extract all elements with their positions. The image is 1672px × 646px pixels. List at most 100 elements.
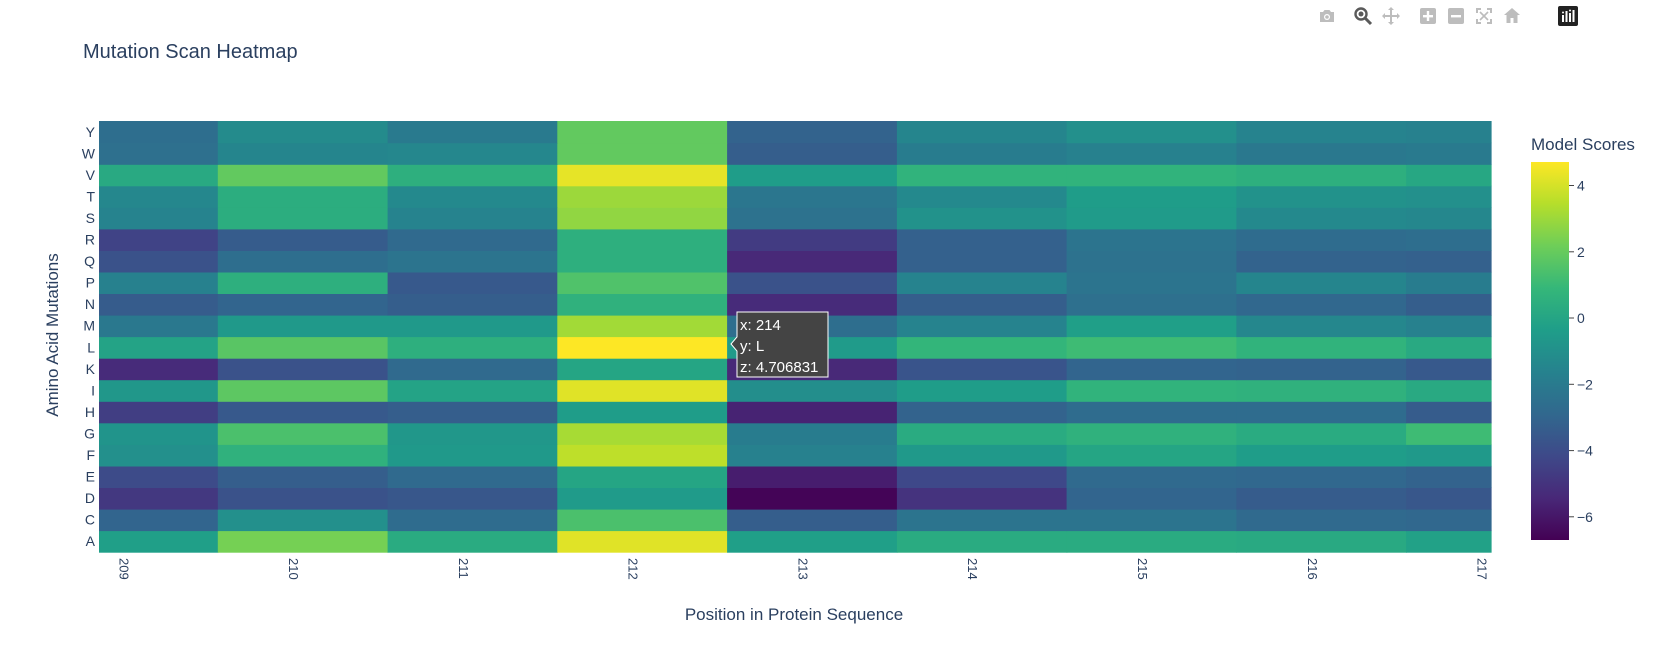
plotly-logo-icon[interactable] — [1556, 4, 1580, 28]
heatmap-cell[interactable] — [896, 228, 1068, 251]
heatmap-cell[interactable] — [1406, 121, 1492, 144]
heatmap-cell[interactable] — [557, 164, 728, 187]
heatmap-cell[interactable] — [896, 444, 1068, 467]
heatmap-cell[interactable] — [1236, 487, 1407, 510]
heatmap-cell[interactable] — [99, 185, 219, 208]
heatmap-cell[interactable] — [896, 185, 1068, 208]
heatmap-cell[interactable] — [896, 250, 1068, 273]
heatmap-cell[interactable] — [557, 271, 728, 294]
heatmap-cell[interactable] — [727, 487, 898, 510]
heatmap-cell[interactable] — [896, 314, 1068, 338]
heatmap-cell[interactable] — [1066, 444, 1237, 467]
heatmap-cell[interactable] — [557, 314, 728, 338]
heatmap-cell[interactable] — [727, 185, 898, 208]
heatmap-cell[interactable] — [217, 142, 389, 165]
heatmap-cell[interactable] — [1236, 444, 1407, 467]
heatmap-cell[interactable] — [896, 142, 1068, 165]
heatmap-cell[interactable] — [1406, 271, 1492, 294]
heatmap-cell[interactable] — [99, 422, 219, 445]
heatmap-cell[interactable] — [896, 358, 1068, 381]
heatmap-cell[interactable] — [99, 164, 219, 187]
heatmap-cell[interactable] — [99, 271, 219, 294]
heatmap-cell[interactable] — [896, 465, 1068, 488]
heatmap-cell[interactable] — [1236, 293, 1407, 316]
heatmap-cell[interactable] — [1066, 465, 1237, 488]
heatmap-cell[interactable] — [1066, 207, 1237, 230]
heatmap-cell[interactable] — [557, 121, 728, 144]
heatmap-cell[interactable] — [387, 121, 558, 144]
heatmap-cell[interactable] — [1236, 314, 1407, 338]
heatmap-cell[interactable] — [99, 121, 219, 144]
heatmap-cell[interactable] — [896, 336, 1068, 359]
heatmap-cell[interactable] — [217, 207, 389, 230]
heatmap-cell[interactable] — [99, 508, 219, 532]
heatmap-cell[interactable] — [896, 487, 1068, 510]
heatmap-cell[interactable] — [1236, 422, 1407, 445]
heatmap-cell[interactable] — [727, 379, 898, 402]
heatmap-cell[interactable] — [217, 185, 389, 208]
heatmap-cell[interactable] — [217, 422, 389, 445]
heatmap-cell[interactable] — [99, 465, 219, 488]
heatmap-cell[interactable] — [387, 422, 558, 445]
heatmap-cell[interactable] — [99, 250, 219, 273]
heatmap-cell[interactable] — [99, 228, 219, 251]
heatmap-cell[interactable] — [99, 336, 219, 359]
heatmap-cell[interactable] — [387, 487, 558, 510]
zoom-icon[interactable] — [1351, 4, 1375, 28]
heatmap-cell[interactable] — [1236, 121, 1407, 144]
heatmap-cell[interactable] — [1236, 142, 1407, 165]
heatmap-cell[interactable] — [1406, 336, 1492, 359]
heatmap-cell[interactable] — [99, 293, 219, 316]
heatmap-cell[interactable] — [1066, 379, 1237, 402]
heatmap-cell[interactable] — [1406, 444, 1492, 467]
heatmap-cell[interactable] — [896, 293, 1068, 316]
heatmap-cell[interactable] — [99, 358, 219, 381]
heatmap-cell[interactable] — [727, 271, 898, 294]
heatmap-cell[interactable] — [387, 164, 558, 187]
heatmap-cell[interactable] — [1066, 142, 1237, 165]
heatmap-cell[interactable] — [217, 271, 389, 294]
heatmap-cell[interactable] — [387, 271, 558, 294]
heatmap-cell[interactable] — [1406, 487, 1492, 510]
heatmap-cell[interactable] — [217, 444, 389, 467]
heatmap-cell[interactable] — [1406, 401, 1492, 424]
heatmap-cell[interactable] — [727, 401, 898, 424]
heatmap-cell[interactable] — [727, 508, 898, 532]
heatmap-cell[interactable] — [1066, 508, 1237, 532]
heatmap-cell[interactable] — [557, 379, 728, 402]
heatmap-cell[interactable] — [217, 530, 389, 553]
heatmap-cell[interactable] — [387, 250, 558, 273]
heatmap-cell[interactable] — [557, 508, 728, 532]
heatmap-cell[interactable] — [1406, 314, 1492, 338]
pan-icon[interactable] — [1379, 4, 1403, 28]
heatmap-cell[interactable] — [1406, 379, 1492, 402]
heatmap-cell[interactable] — [387, 293, 558, 316]
heatmap-cell[interactable] — [896, 121, 1068, 144]
heatmap-cell[interactable] — [1406, 207, 1492, 230]
heatmap-cell[interactable] — [727, 228, 898, 251]
heatmap-cell[interactable] — [1236, 530, 1407, 553]
heatmap-cell[interactable] — [727, 250, 898, 273]
reset-axes-icon[interactable] — [1500, 4, 1524, 28]
heatmap-cell[interactable] — [387, 444, 558, 467]
heatmap-cell[interactable] — [727, 530, 898, 553]
heatmap-cell[interactable] — [387, 142, 558, 165]
heatmap-cell[interactable] — [896, 271, 1068, 294]
heatmap-cell[interactable] — [1236, 508, 1407, 532]
heatmap-cell[interactable] — [727, 465, 898, 488]
heatmap-cell[interactable] — [557, 530, 728, 553]
heatmap-cell[interactable] — [727, 121, 898, 144]
heatmap-cell[interactable] — [217, 228, 389, 251]
heatmap-cell[interactable] — [217, 121, 389, 144]
heatmap-cell[interactable] — [1066, 164, 1237, 187]
heatmap-cell[interactable] — [1066, 314, 1237, 338]
heatmap-cell[interactable] — [896, 379, 1068, 402]
heatmap-cell[interactable] — [217, 164, 389, 187]
heatmap-cell[interactable] — [896, 207, 1068, 230]
heatmap-cell[interactable] — [1236, 185, 1407, 208]
heatmap-cell[interactable] — [99, 401, 219, 424]
heatmap-cell[interactable] — [217, 508, 389, 532]
zoom-out-icon[interactable] — [1444, 4, 1468, 28]
heatmap-cell[interactable] — [99, 530, 219, 553]
heatmap-cell[interactable] — [896, 401, 1068, 424]
